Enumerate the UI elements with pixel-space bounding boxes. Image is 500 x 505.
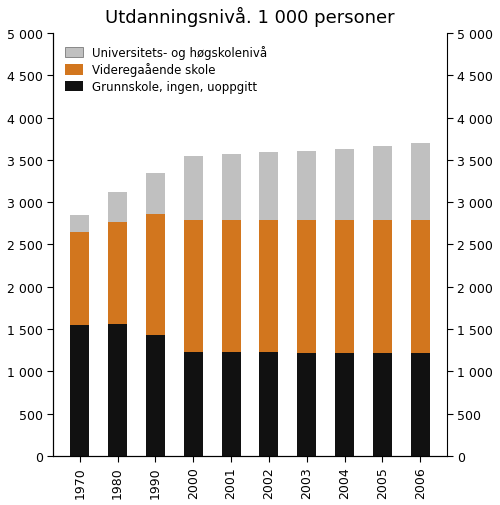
Bar <box>298 152 316 221</box>
Bar <box>222 221 240 352</box>
Bar <box>184 352 203 456</box>
Bar <box>373 147 392 221</box>
Bar <box>222 352 240 456</box>
Bar <box>108 223 127 324</box>
Bar <box>70 216 90 232</box>
Title: Utdanningsnivå. 1 000 personer: Utdanningsnivå. 1 000 personer <box>105 7 395 27</box>
Bar <box>410 221 430 353</box>
Bar <box>146 174 165 215</box>
Bar <box>184 157 203 221</box>
Bar <box>146 335 165 456</box>
Bar <box>70 232 90 325</box>
Bar <box>184 221 203 352</box>
Bar <box>108 193 127 223</box>
Bar <box>335 150 354 221</box>
Bar <box>335 353 354 456</box>
Bar <box>298 353 316 456</box>
Bar <box>373 221 392 353</box>
Bar <box>108 324 127 456</box>
Bar <box>298 221 316 353</box>
Bar <box>410 353 430 456</box>
Bar <box>260 153 278 221</box>
Legend: Universitets- og høgskolenivå, Videregaående skole, Grunnskole, ingen, uoppgitt: Universitets- og høgskolenivå, Videregaå… <box>60 40 274 99</box>
Bar <box>373 353 392 456</box>
Bar <box>335 221 354 353</box>
Bar <box>222 155 240 221</box>
Bar <box>260 221 278 352</box>
Bar <box>260 352 278 456</box>
Bar <box>70 325 90 456</box>
Bar <box>410 144 430 221</box>
Bar <box>146 215 165 335</box>
